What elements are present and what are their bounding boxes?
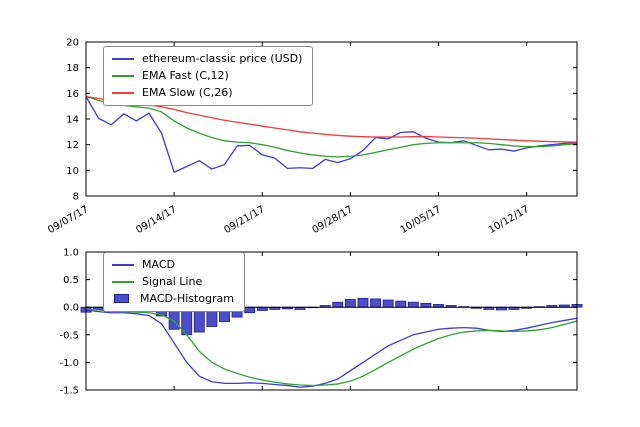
svg-text:20: 20 [66, 38, 79, 49]
legend-label-ema-slow: EMA Slow (C,26) [142, 86, 233, 99]
svg-text:14: 14 [66, 115, 79, 126]
legend-label-ema-fast: EMA Fast (C,12) [142, 69, 229, 82]
legend-item-histogram: MACD-Histogram [112, 292, 234, 305]
svg-text:16: 16 [66, 89, 79, 100]
legend-label-histogram: MACD-Histogram [140, 292, 235, 305]
legend-label-macd: MACD [142, 258, 175, 271]
ema-fast-line-swatch [112, 74, 134, 77]
svg-text:8: 8 [73, 192, 79, 203]
ema-slow-line-swatch [112, 91, 134, 94]
legend-item-macd: MACD [112, 258, 234, 271]
svg-text:10: 10 [66, 166, 79, 177]
legend-label-signal: Signal Line [142, 275, 203, 288]
svg-text:09/28/17: 09/28/17 [310, 204, 354, 236]
svg-text:09/07/17: 09/07/17 [46, 204, 90, 236]
svg-text:12: 12 [66, 140, 79, 151]
svg-text:10/05/17: 10/05/17 [399, 204, 443, 236]
macd-histogram-swatch [114, 294, 129, 303]
svg-text:0.0: 0.0 [63, 303, 79, 314]
legend-item-ema-slow: EMA Slow (C,26) [112, 86, 302, 99]
svg-text:09/21/17: 09/21/17 [222, 204, 266, 236]
svg-text:1.0: 1.0 [63, 248, 79, 259]
svg-text:-1.5: -1.5 [59, 386, 79, 397]
svg-text:-0.5: -0.5 [59, 330, 79, 341]
macd-line-swatch [112, 263, 134, 266]
legend-price-chart: ethereum-classic price (USD) EMA Fast (C… [103, 46, 314, 106]
svg-text:09/14/17: 09/14/17 [134, 204, 178, 236]
svg-text:10/12/17: 10/12/17 [487, 204, 531, 236]
legend-item-signal: Signal Line [112, 275, 234, 288]
price-line-swatch [112, 57, 134, 60]
svg-text:-1.0: -1.0 [59, 358, 79, 369]
svg-text:0.5: 0.5 [63, 275, 79, 286]
legend-item-ema-fast: EMA Fast (C,12) [112, 69, 302, 82]
legend-macd-chart: MACD Signal Line MACD-Histogram [103, 252, 246, 312]
signal-line-swatch [112, 280, 134, 283]
svg-text:18: 18 [66, 63, 79, 74]
legend-label-price: ethereum-classic price (USD) [142, 52, 303, 65]
legend-item-price: ethereum-classic price (USD) [112, 52, 302, 65]
